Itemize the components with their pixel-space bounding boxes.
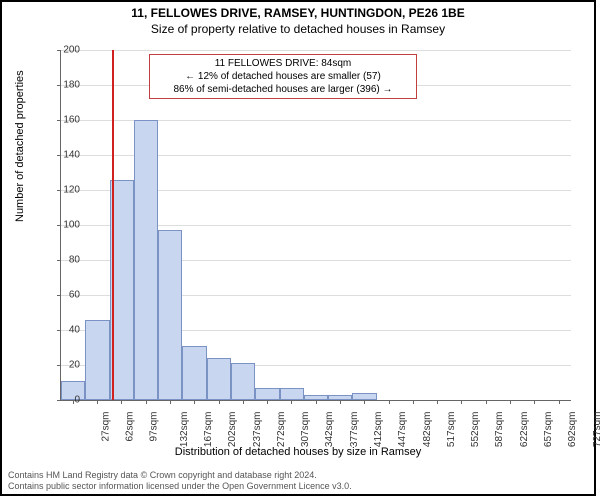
xtick-mark xyxy=(364,400,365,404)
xtick-label: 622sqm xyxy=(519,412,530,448)
ytick-label: 160 xyxy=(63,115,80,126)
xtick-label: 97sqm xyxy=(149,412,160,442)
plot-region: 11 FELLOWES DRIVE: 84sqm ← 12% of detach… xyxy=(60,50,571,401)
xtick-label: 307sqm xyxy=(300,412,311,448)
xtick-mark xyxy=(486,400,487,404)
xtick-mark xyxy=(534,400,535,404)
ytick-mark xyxy=(57,155,61,156)
histogram-bar xyxy=(134,120,158,400)
footer-line2: Contains public sector information licen… xyxy=(8,481,352,492)
xtick-mark xyxy=(219,400,220,404)
ytick-label: 200 xyxy=(63,45,80,56)
xtick-label: 727sqm xyxy=(592,412,600,448)
ytick-mark xyxy=(57,295,61,296)
xtick-mark xyxy=(437,400,438,404)
xtick-mark xyxy=(243,400,244,404)
ytick-label: 100 xyxy=(63,220,80,231)
ytick-mark xyxy=(57,365,61,366)
xtick-mark xyxy=(340,400,341,404)
ytick-label: 140 xyxy=(63,150,80,161)
xtick-label: 482sqm xyxy=(422,412,433,448)
property-annotation-box: 11 FELLOWES DRIVE: 84sqm ← 12% of detach… xyxy=(149,54,417,99)
xtick-label: 27sqm xyxy=(100,412,111,442)
chart-subtitle: Size of property relative to detached ho… xyxy=(2,22,594,36)
xtick-mark xyxy=(146,400,147,404)
xtick-label: 377sqm xyxy=(349,412,360,448)
xtick-label: 202sqm xyxy=(227,412,238,448)
ytick-mark xyxy=(57,190,61,191)
ytick-label: 20 xyxy=(69,360,80,371)
xtick-mark xyxy=(461,400,462,404)
x-axis-label: Distribution of detached houses by size … xyxy=(2,446,594,458)
histogram-bar xyxy=(61,381,85,400)
xtick-mark xyxy=(121,400,122,404)
ytick-label: 180 xyxy=(63,80,80,91)
histogram-bar xyxy=(207,358,231,400)
xtick-mark xyxy=(170,400,171,404)
annotation-line3: 86% of semi-detached houses are larger (… xyxy=(156,83,410,96)
ytick-label: 120 xyxy=(63,185,80,196)
xtick-label: 237sqm xyxy=(252,412,263,448)
xtick-mark xyxy=(194,400,195,404)
histogram-bar xyxy=(182,346,206,400)
ytick-mark xyxy=(57,260,61,261)
chart-title-address: 11, FELLOWES DRIVE, RAMSEY, HUNTINGDON, … xyxy=(2,6,594,20)
xtick-label: 167sqm xyxy=(203,412,214,448)
annotation-line2: ← 12% of detached houses are smaller (57… xyxy=(156,70,410,83)
xtick-mark xyxy=(559,400,560,404)
xtick-label: 272sqm xyxy=(276,412,287,448)
xtick-label: 657sqm xyxy=(543,412,554,448)
y-axis-label: Number of detached properties xyxy=(14,70,26,222)
xtick-mark xyxy=(267,400,268,404)
footer-attribution: Contains HM Land Registry data © Crown c… xyxy=(8,470,352,492)
histogram-bar xyxy=(85,320,109,401)
xtick-mark xyxy=(413,400,414,404)
xtick-mark xyxy=(389,400,390,404)
ytick-mark xyxy=(57,400,61,401)
xtick-mark xyxy=(291,400,292,404)
xtick-mark xyxy=(97,400,98,404)
ytick-mark xyxy=(57,50,61,51)
chart-area: 11 FELLOWES DRIVE: 84sqm ← 12% of detach… xyxy=(60,50,570,400)
annotation-line1: 11 FELLOWES DRIVE: 84sqm xyxy=(156,57,410,70)
ytick-label: 60 xyxy=(69,290,80,301)
grid-line xyxy=(61,50,571,51)
ytick-label: 0 xyxy=(74,395,80,406)
histogram-bar xyxy=(352,393,376,400)
ytick-label: 40 xyxy=(69,325,80,336)
footer-line1: Contains HM Land Registry data © Crown c… xyxy=(8,470,352,481)
histogram-bar xyxy=(231,363,255,400)
xtick-mark xyxy=(510,400,511,404)
histogram-bar xyxy=(280,388,304,400)
xtick-label: 342sqm xyxy=(324,412,335,448)
xtick-label: 517sqm xyxy=(446,412,457,448)
xtick-label: 552sqm xyxy=(470,412,481,448)
ytick-mark xyxy=(57,330,61,331)
xtick-label: 587sqm xyxy=(494,412,505,448)
ytick-mark xyxy=(57,120,61,121)
ytick-mark xyxy=(57,225,61,226)
histogram-bar xyxy=(255,388,279,400)
xtick-label: 692sqm xyxy=(567,412,578,448)
xtick-mark xyxy=(316,400,317,404)
ytick-mark xyxy=(57,85,61,86)
xtick-label: 447sqm xyxy=(397,412,408,448)
xtick-label: 132sqm xyxy=(179,412,190,448)
property-marker-line xyxy=(112,50,114,400)
ytick-label: 80 xyxy=(69,255,80,266)
xtick-label: 412sqm xyxy=(373,412,384,448)
xtick-label: 62sqm xyxy=(125,412,136,442)
chart-container: 11, FELLOWES DRIVE, RAMSEY, HUNTINGDON, … xyxy=(0,0,596,496)
histogram-bar xyxy=(158,230,182,400)
